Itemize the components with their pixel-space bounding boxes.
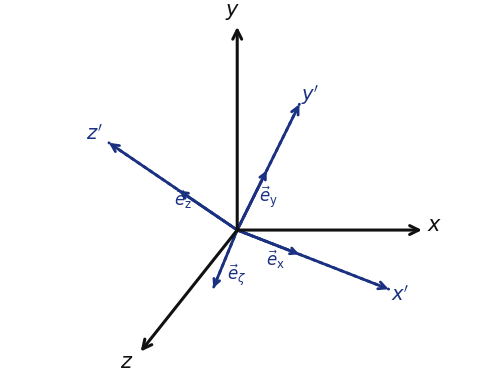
FancyArrowPatch shape bbox=[237, 173, 265, 230]
Text: $y'$: $y'$ bbox=[301, 83, 320, 107]
FancyArrowPatch shape bbox=[237, 107, 298, 230]
FancyArrowPatch shape bbox=[182, 192, 237, 230]
FancyArrowPatch shape bbox=[237, 230, 296, 254]
FancyArrowPatch shape bbox=[237, 230, 386, 289]
Text: $y$: $y$ bbox=[225, 2, 240, 22]
Text: $z$: $z$ bbox=[120, 353, 134, 372]
Text: $z'$: $z'$ bbox=[86, 123, 102, 144]
Text: $\vec{e}_{\rm y}$: $\vec{e}_{\rm y}$ bbox=[259, 184, 278, 210]
Text: $\vec{e}_{\zeta}$: $\vec{e}_{\zeta}$ bbox=[227, 262, 246, 288]
Text: $\vec{e}_{\rm x}$: $\vec{e}_{\rm x}$ bbox=[266, 249, 285, 271]
FancyArrowPatch shape bbox=[111, 145, 237, 230]
Text: $x$: $x$ bbox=[427, 216, 443, 235]
FancyArrowPatch shape bbox=[237, 225, 418, 234]
Text: $\vec{e}_{\rm z}$: $\vec{e}_{\rm z}$ bbox=[174, 189, 192, 211]
Text: $x'$: $x'$ bbox=[391, 285, 410, 305]
FancyArrowPatch shape bbox=[214, 230, 237, 285]
FancyArrowPatch shape bbox=[233, 30, 241, 230]
FancyArrowPatch shape bbox=[143, 230, 237, 349]
